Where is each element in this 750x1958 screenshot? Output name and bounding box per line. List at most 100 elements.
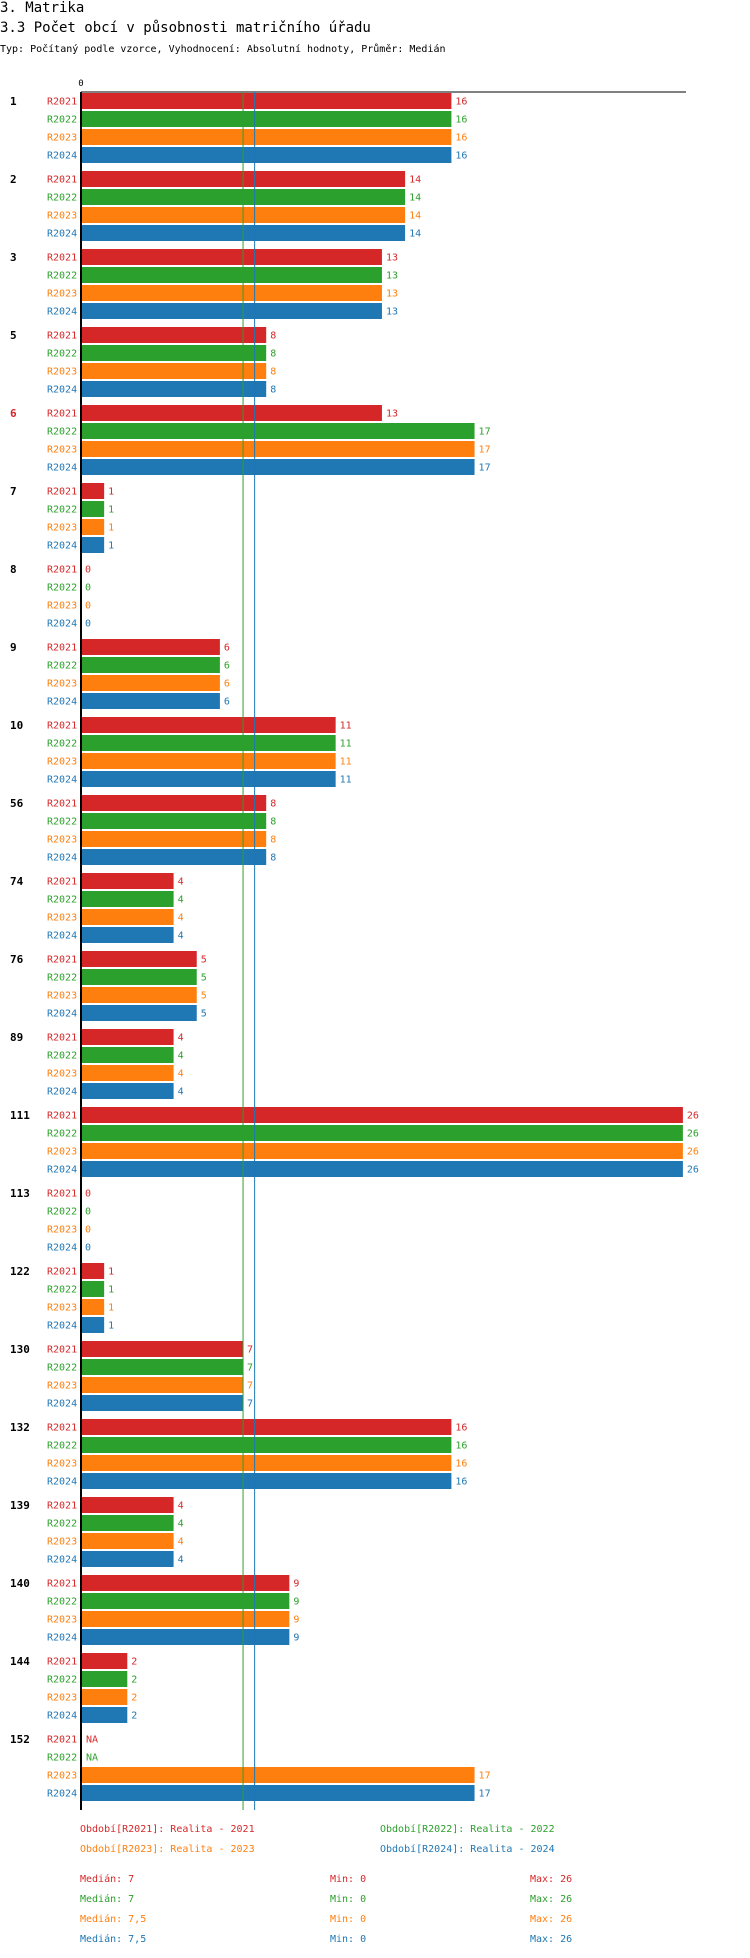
bar-value-label: 16 — [455, 115, 467, 126]
stat-max-r2021: Max: 26 — [530, 1874, 573, 1885]
bar — [81, 1161, 683, 1177]
series-label: R2022 — [47, 1441, 77, 1452]
legend-period-r2022: Období[R2022]: Realita - 2022 — [380, 1824, 555, 1835]
series-label: R2023 — [47, 523, 77, 534]
bar — [81, 1689, 128, 1705]
series-label: R2024 — [47, 1321, 77, 1332]
series-label: R2023 — [47, 991, 77, 1002]
series-label: R2023 — [47, 133, 77, 144]
series-label: R2023 — [47, 1615, 77, 1626]
bar-value-label: 8 — [270, 853, 276, 864]
series-label: R2023 — [47, 1381, 77, 1392]
bar — [81, 327, 267, 343]
bar-value-label: 4 — [178, 1501, 184, 1512]
bar — [81, 1611, 290, 1627]
bar — [81, 693, 220, 709]
series-label: R2024 — [47, 385, 77, 396]
bar-value-label: 14 — [409, 175, 421, 186]
bar-value-label: NA — [86, 1753, 98, 1764]
bar-value-label: 9 — [293, 1615, 299, 1626]
bar — [81, 1785, 475, 1801]
x-tick-label: 0 — [78, 79, 83, 89]
bar — [81, 1317, 105, 1333]
bar — [81, 441, 475, 457]
bar — [81, 1707, 128, 1723]
series-label: R2023 — [47, 1225, 77, 1236]
bar-value-label: 14 — [409, 211, 421, 222]
bar-value-label: 26 — [687, 1129, 699, 1140]
series-label: R2022 — [47, 1207, 77, 1218]
bar-value-label: 7 — [247, 1399, 253, 1410]
bar-value-label: 8 — [270, 349, 276, 360]
bar-value-label: 11 — [340, 757, 352, 768]
chart-subtitle: Typ: Počítaný podle vzorce, Vyhodnocení:… — [0, 44, 446, 55]
bar-value-label: 0 — [85, 1189, 91, 1200]
bar-value-label: 13 — [386, 289, 398, 300]
bar — [81, 1473, 452, 1489]
bar — [81, 519, 105, 535]
category-label: 152 — [10, 1733, 30, 1746]
bar — [81, 285, 382, 301]
series-label: R2022 — [47, 817, 77, 828]
bar — [81, 1029, 174, 1045]
category-label: 144 — [10, 1655, 30, 1668]
bar — [81, 381, 267, 397]
bar-value-label: 13 — [386, 409, 398, 420]
bar — [81, 1575, 290, 1591]
bar-value-label: 9 — [293, 1579, 299, 1590]
series-label: R2024 — [47, 619, 77, 630]
category-label: 8 — [10, 563, 17, 576]
bar-value-label: NA — [86, 1735, 98, 1746]
category-label: 74 — [10, 875, 24, 888]
series-label: R2023 — [47, 679, 77, 690]
bar-value-label: 17 — [479, 427, 491, 438]
bar-value-label: 1 — [108, 1267, 114, 1278]
series-label: R2022 — [47, 115, 77, 126]
bar — [81, 1419, 452, 1435]
stat-median-r2023: Medián: 7,5 — [80, 1914, 147, 1925]
stat-median-r2022: Medián: 7 — [80, 1894, 135, 1905]
series-label: R2024 — [47, 541, 77, 552]
series-label: R2024 — [47, 463, 77, 474]
bar-value-label: 9 — [293, 1633, 299, 1644]
bar-value-label: 13 — [386, 307, 398, 318]
series-label: R2022 — [47, 739, 77, 750]
bar-value-label: 5 — [201, 991, 207, 1002]
bar-value-label: 13 — [386, 271, 398, 282]
stat-max-r2023: Max: 26 — [530, 1914, 573, 1925]
stat-max-r2024: Max: 26 — [530, 1934, 573, 1945]
category-label: 113 — [10, 1187, 30, 1200]
series-label: R2023 — [47, 1693, 77, 1704]
series-label: R2023 — [47, 1537, 77, 1548]
bar-value-label: 7 — [247, 1363, 253, 1374]
bar — [81, 849, 267, 865]
series-label: R2021 — [47, 253, 77, 264]
category-label: 89 — [10, 1031, 23, 1044]
bar-value-label: 1 — [108, 1303, 114, 1314]
series-label: R2024 — [47, 1711, 77, 1722]
bar — [81, 1281, 105, 1297]
bar-value-label: 7 — [247, 1345, 253, 1356]
bar-value-label: 8 — [270, 331, 276, 342]
bar — [81, 753, 336, 769]
bar-value-label: 26 — [687, 1147, 699, 1158]
bar — [81, 459, 475, 475]
bar — [81, 735, 336, 751]
bar — [81, 93, 452, 109]
bar-value-label: 1 — [108, 505, 114, 516]
bar — [81, 909, 174, 925]
series-label: R2021 — [47, 1657, 77, 1668]
series-label: R2022 — [47, 1363, 77, 1374]
category-label: 10 — [10, 719, 23, 732]
bar — [81, 1047, 174, 1063]
bar — [81, 501, 105, 517]
bar-value-label: 4 — [178, 1033, 184, 1044]
bar-value-label: 11 — [340, 721, 352, 732]
bar-value-label: 2 — [131, 1711, 137, 1722]
bar-value-label: 7 — [247, 1381, 253, 1392]
bar-value-label: 2 — [131, 1657, 137, 1668]
series-label: R2022 — [47, 661, 77, 672]
bar-value-label: 14 — [409, 193, 421, 204]
series-label: R2021 — [47, 877, 77, 888]
